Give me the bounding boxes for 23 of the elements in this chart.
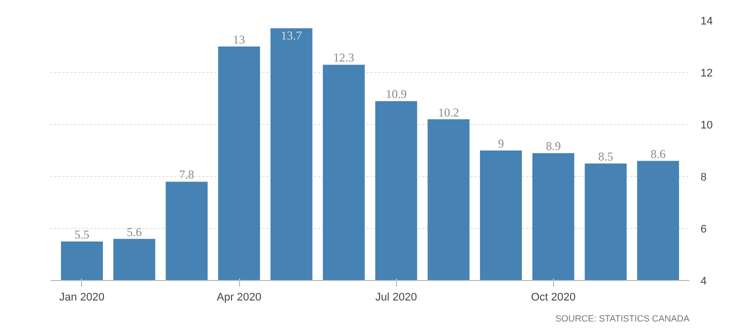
y-tick-label: 10 (700, 120, 713, 132)
data-label: 10.9 (386, 87, 407, 102)
y-tick-label: 6 (700, 224, 707, 236)
y-tick-label: 8 (700, 172, 707, 184)
data-label: 8.5 (598, 150, 614, 164)
x-tick-label: Jan 2020 (59, 292, 105, 304)
x-tick-label: Jul 2020 (375, 292, 417, 304)
data-label: 12.3 (333, 50, 354, 65)
source-note: SOURCE: STATISTICS CANADA (555, 314, 690, 324)
data-label: 5.6 (126, 224, 142, 239)
y-tick-label: 14 (700, 16, 713, 28)
data-label: 10.2 (438, 105, 460, 120)
data-label: 13 (233, 32, 246, 46)
y-tick-label: 12 (700, 68, 713, 80)
data-label: 5.5 (74, 228, 90, 242)
data-label: 7.8 (179, 168, 194, 182)
x-tick-label: Apr 2020 (216, 292, 262, 304)
data-label: 8.6 (650, 146, 666, 161)
data-label: 13.7 (280, 28, 302, 42)
data-label: 9 (498, 136, 504, 150)
y-tick-label: 4 (700, 276, 707, 288)
data-label: 8.9 (546, 139, 561, 154)
x-tick-label: Oct 2020 (531, 292, 576, 304)
